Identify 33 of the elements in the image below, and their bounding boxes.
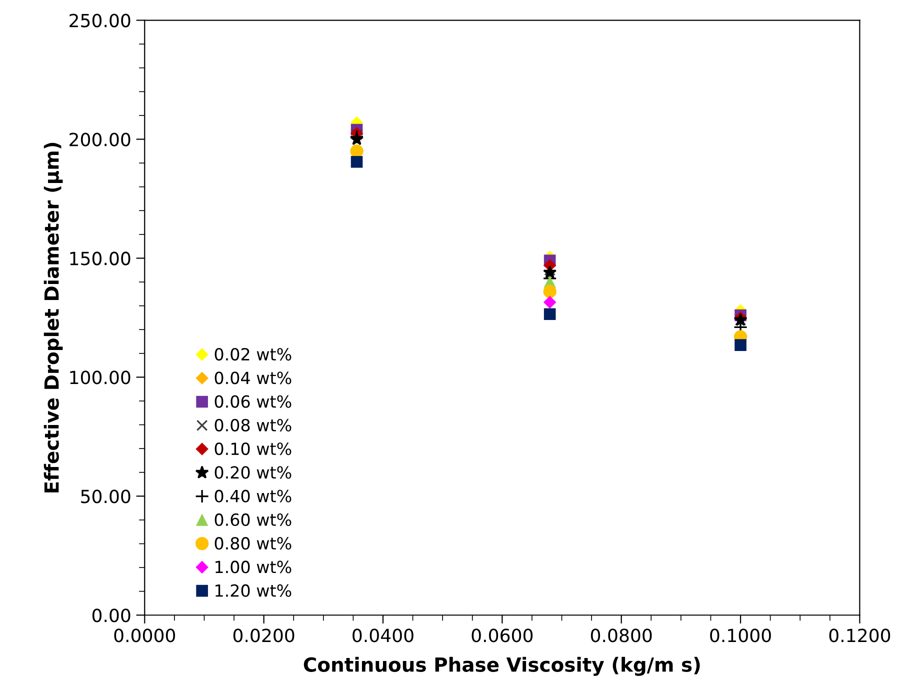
legend-label: 0.60 wt% <box>214 513 292 526</box>
legend-label: 0.20 wt% <box>214 466 292 479</box>
x-tick-label: 0.0200 <box>233 628 294 642</box>
legend-label: 1.00 wt% <box>216 560 292 574</box>
point <box>350 130 364 144</box>
y-axis-title: Effective Droplet Diameter (µm) <box>44 142 63 492</box>
legend-label: 0.08 wt% <box>214 418 292 432</box>
y-tick-label: 0.00 <box>92 608 130 622</box>
point <box>350 156 363 168</box>
legend-label: 0.10 wt% <box>214 442 292 456</box>
legend-label: 0.04 wt% <box>214 372 292 384</box>
x-tick-label: 0.1000 <box>710 628 771 642</box>
y-tick-label: 150.00 <box>70 252 130 266</box>
y-tick-label: 100.00 <box>70 370 130 384</box>
point <box>544 296 556 308</box>
legend-label: 0.02 wt% <box>214 348 292 361</box>
y-tick-label: 200.00 <box>70 132 130 146</box>
x-tick-label: 0.0000 <box>114 628 176 642</box>
y-tick-label: 250.00 <box>70 14 130 28</box>
point <box>543 284 556 298</box>
point <box>350 144 364 158</box>
point <box>544 308 556 320</box>
x-tick-label: 0.0600 <box>472 628 533 642</box>
point <box>734 339 746 351</box>
x-tick-label: 0.0400 <box>352 628 414 642</box>
x-tick-label: 0.0800 <box>590 628 652 642</box>
y-tick-label: 50.00 <box>81 490 130 504</box>
x-tick-label: 0.1200 <box>829 628 890 642</box>
legend-label: 1.20 wt% <box>216 584 292 597</box>
x-axis-title: Continuous Phase Viscosity (kg/m s) <box>304 656 700 676</box>
legend-label: 0.06 wt% <box>214 395 292 408</box>
legend-label: 0.80 wt% <box>214 537 292 550</box>
legend-label: 0.40 wt% <box>214 490 292 502</box>
